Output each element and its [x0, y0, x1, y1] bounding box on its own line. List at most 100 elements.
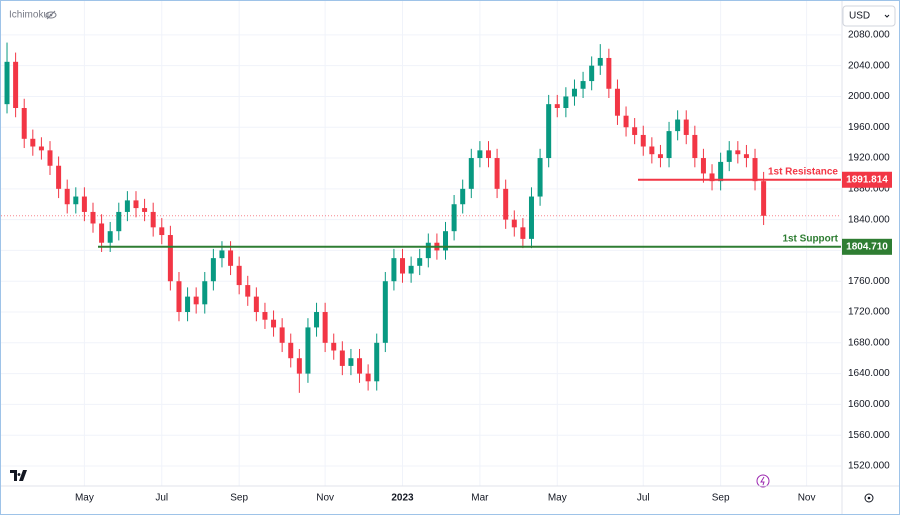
- x-tick-label: May: [75, 493, 94, 504]
- y-tick-label: 1840.000: [848, 214, 890, 225]
- candle-body: [21, 108, 27, 139]
- y-tick-label: 1680.000: [848, 337, 890, 348]
- x-tick-label: Jul: [637, 493, 650, 504]
- candle-body: [443, 231, 449, 251]
- level-price-label: 1891.814: [846, 174, 888, 185]
- candle-body: [640, 134, 646, 147]
- candle-body: [632, 127, 638, 135]
- y-tick-label: 1520.000: [848, 461, 890, 472]
- tv-logo[interactable]: [10, 470, 27, 481]
- candle-body: [202, 281, 208, 305]
- candle-body: [236, 265, 242, 286]
- candle-body: [124, 200, 130, 212]
- candle-body: [391, 258, 397, 282]
- candle-body: [382, 281, 388, 343]
- candle-body: [571, 88, 577, 97]
- candle-body: [700, 158, 706, 174]
- currency-selector[interactable]: USD: [842, 5, 896, 27]
- level-price-box: [842, 238, 892, 255]
- candle-body: [64, 188, 70, 205]
- candle-body: [683, 119, 689, 135]
- x-tick-label: May: [548, 493, 567, 504]
- candle-body: [468, 158, 474, 189]
- candle-body: [657, 154, 663, 159]
- x-tick-label: Sep: [712, 493, 730, 504]
- y-tick-label: 1560.000: [848, 430, 890, 441]
- candle-body: [666, 131, 672, 159]
- candle-body: [142, 208, 148, 212]
- currency-label[interactable]: USD: [849, 11, 870, 22]
- candle-body: [219, 250, 225, 259]
- indicator-label[interactable]: Ichimoku: [9, 10, 49, 21]
- candle-body: [451, 204, 457, 232]
- candle-body: [56, 165, 62, 189]
- candle-body: [4, 61, 10, 105]
- y-tick-label: 2040.000: [848, 60, 890, 71]
- candle-body: [537, 158, 543, 197]
- candle-body: [761, 181, 767, 216]
- candle-body: [503, 188, 509, 220]
- candle-body: [99, 223, 105, 243]
- candle-body: [494, 158, 500, 189]
- level-name: 1st Resistance: [768, 166, 838, 177]
- candle-body: [167, 235, 173, 282]
- candle-body: [675, 119, 681, 132]
- level-price-box: [842, 171, 892, 188]
- y-tick-label: 1720.000: [848, 307, 890, 318]
- eye-icon[interactable]: [45, 10, 57, 20]
- y-tick-label: 1880.000: [848, 183, 890, 194]
- settings-icon[interactable]: [864, 493, 874, 503]
- candle-body: [185, 296, 191, 313]
- plot: [1, 1, 841, 486]
- candle-body: [563, 96, 569, 109]
- candle-body: [348, 358, 354, 366]
- y-tick-label: 1600.000: [848, 399, 890, 410]
- candle-body: [425, 242, 431, 259]
- candle-body: [116, 211, 122, 232]
- candle-body: [322, 312, 328, 343]
- candle-body: [417, 258, 423, 266]
- candle-body: [253, 296, 259, 313]
- candle-body: [331, 342, 337, 351]
- candle-body: [314, 312, 320, 328]
- candle-body: [408, 265, 414, 274]
- level-name: 1st Support: [782, 233, 838, 244]
- candle-body: [305, 327, 311, 374]
- level-price-label: 1804.710: [846, 241, 888, 252]
- lightning-icon[interactable]: [756, 474, 770, 488]
- candle-body: [460, 188, 466, 205]
- candle-body: [485, 150, 491, 159]
- candle-body: [554, 104, 560, 109]
- candle-body: [589, 65, 595, 82]
- candle-body: [271, 319, 277, 328]
- candle-body: [262, 312, 268, 320]
- candle-body: [365, 373, 371, 382]
- candle-body: [692, 134, 698, 159]
- candle-body: [73, 196, 79, 205]
- candle-body: [520, 227, 526, 239]
- candle-body: [752, 158, 758, 182]
- candle-body: [528, 196, 534, 239]
- candle-body: [193, 296, 199, 305]
- candle-body: [709, 173, 715, 182]
- y-tick-label: 2080.000: [848, 30, 890, 41]
- candle-body: [210, 258, 216, 282]
- candle-body: [597, 57, 603, 66]
- candle-body: [245, 285, 251, 297]
- candle-body: [279, 327, 285, 343]
- candle-body: [623, 115, 629, 128]
- candle-body: [228, 250, 234, 266]
- candle-body: [133, 200, 139, 209]
- candle-body: [176, 281, 182, 313]
- candle-body: [38, 146, 44, 151]
- candle-body: [606, 57, 612, 89]
- x-tick-label: Sep: [230, 493, 248, 504]
- x-tick-label: Nov: [798, 493, 816, 504]
- candle-body: [357, 358, 363, 374]
- candle-body: [726, 150, 732, 162]
- candle-body: [159, 227, 165, 236]
- y-tick-label: 1920.000: [848, 153, 890, 164]
- candle-body: [13, 61, 19, 109]
